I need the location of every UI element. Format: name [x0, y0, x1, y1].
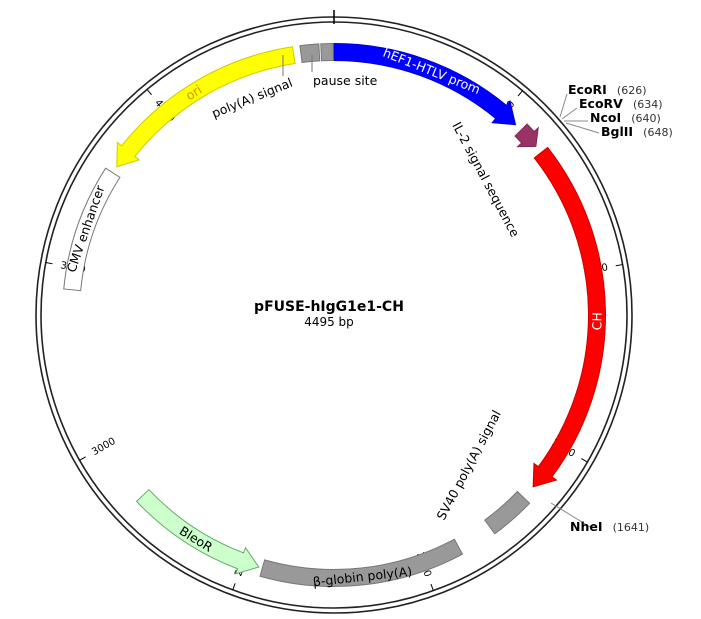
ecorv-name: EcoRV	[579, 96, 623, 111]
bglii-position: (648)	[643, 126, 673, 139]
bglii-site: BglII (648)	[601, 121, 673, 140]
nhei-position: (1641)	[613, 521, 650, 534]
ecori-name: EcoRI	[568, 82, 607, 97]
il2-signal-sequence-label: IL-2 signal sequence	[449, 119, 523, 239]
pause-site-label: pause site	[313, 73, 378, 88]
nhei-name: NheI	[570, 519, 603, 534]
bglii-name: BglII	[601, 124, 633, 139]
tick-marks: 5001000150020002500300035004000	[45, 89, 623, 591]
tick-mark	[430, 583, 434, 591]
plasmid-name: pFUSE-hIgG1e1-CH	[254, 299, 404, 315]
cmv-enhancer-feature	[63, 167, 121, 292]
ecori-leader	[559, 93, 568, 118]
ecorv-leader	[561, 107, 578, 120]
tick-mark	[79, 456, 86, 461]
beta-globin-polya-feature	[259, 538, 464, 587]
tick-label: 3000	[90, 436, 118, 458]
tick-mark	[232, 583, 236, 591]
ncoi-position: (640)	[631, 112, 661, 125]
bleor-label: BleoR	[177, 523, 216, 555]
pause-site-feature	[320, 42, 334, 62]
ncoi-name: NcoI	[590, 110, 621, 125]
sv40-polya-signal-label: SV40 poly(A) signal	[433, 408, 504, 523]
tick-mark	[581, 458, 588, 463]
nhei-site: NheI (1641)	[570, 516, 649, 535]
nhei-leader	[550, 502, 591, 528]
sv40-polya-signal-feature	[484, 490, 531, 535]
bglii-leader	[565, 122, 600, 134]
ori-feature	[116, 46, 296, 168]
bleor-feature	[135, 488, 260, 575]
nhei-site-group: NheI (1641)	[550, 502, 649, 535]
hef1-htlv-prom-feature	[333, 42, 517, 126]
tick-mark	[45, 262, 53, 265]
ch-feature	[532, 146, 606, 488]
plasmid-size: 4495 bp	[304, 315, 354, 329]
tick-mark	[146, 89, 152, 96]
ch-label: CH	[589, 312, 604, 330]
ecorv-position: (634)	[633, 98, 663, 111]
ncoi-site: NcoI (640)	[590, 107, 661, 126]
tick-mark	[517, 90, 523, 97]
restriction-site-cluster: EcoRI (626) EcoRV (634) NcoI (640) BglII…	[559, 79, 673, 140]
ori-label: ori	[183, 82, 205, 103]
ecorv-site: EcoRV (634)	[579, 93, 663, 112]
il2-signal-sequence-feature	[514, 123, 539, 148]
ecori-site: EcoRI (626)	[568, 79, 647, 98]
tick-mark	[615, 264, 623, 267]
polya-signal-feature	[299, 43, 321, 64]
hef1-htlv-prom-label: hEF1-HTLV prom	[381, 45, 482, 97]
ecori-position: (626)	[617, 84, 647, 97]
